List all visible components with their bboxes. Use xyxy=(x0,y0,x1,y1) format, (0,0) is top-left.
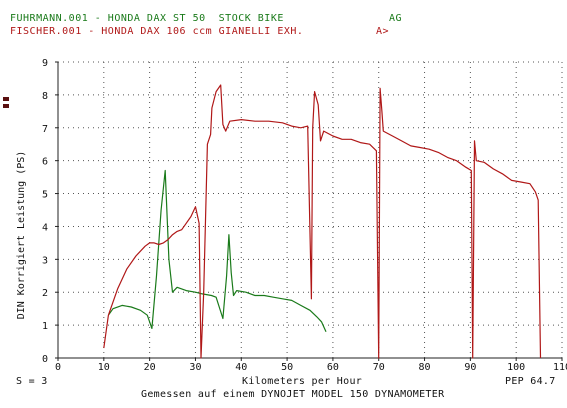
smoothing-label: S = 3 xyxy=(16,376,48,387)
header-series-1-tag: AG xyxy=(389,13,403,24)
x-tick-label: 20 xyxy=(144,362,156,373)
chart-axes xyxy=(57,62,562,359)
y-tick-label: 8 xyxy=(42,91,48,102)
x-tick-label: 50 xyxy=(281,362,293,373)
y-tick-label: 2 xyxy=(42,288,48,299)
y-tick-label: 3 xyxy=(42,255,48,266)
y-tick-label: 1 xyxy=(42,321,48,332)
x-tick-label: 40 xyxy=(235,362,247,373)
caption: Gemessen auf einem DYNOJET MODEL 150 DYN… xyxy=(141,389,445,400)
x-tick-label: 70 xyxy=(373,362,385,373)
x-tick-label: 100 xyxy=(507,362,525,373)
x-tick-label: 90 xyxy=(464,362,476,373)
y-tick-label: 5 xyxy=(42,190,48,201)
header-series-2-label: FISCHER.001 - HONDA DAX 106 ccm GIANELLI… xyxy=(10,26,304,37)
x-tick-labels: 0 10 20 30 40 50 60 70 80 90 100 110 xyxy=(55,358,567,373)
x-tick-label: 10 xyxy=(98,362,110,373)
pep-label: PEP 64.7 xyxy=(505,376,556,387)
legend-marker-icon xyxy=(3,104,9,108)
series-line-2 xyxy=(103,84,542,359)
legend-marker-icon xyxy=(3,97,9,101)
series-lines xyxy=(103,84,542,359)
x-tick-label: 110 xyxy=(553,362,567,373)
x-tick-label: 30 xyxy=(189,362,201,373)
y-tick-label: 9 xyxy=(42,58,48,69)
x-tick-label: 60 xyxy=(327,362,339,373)
x-axis-label: Kilometers per Hour xyxy=(242,376,363,387)
y-tick-label: 4 xyxy=(42,222,48,233)
y-axis-label: DIN Korrigiert Leistung (PS) xyxy=(16,151,27,320)
y-tick-labels: 0 1 2 3 4 5 6 7 8 9 xyxy=(42,58,58,365)
header-series-2-tag: A> xyxy=(376,26,390,37)
header-series-1-label: FUHRMANN.001 - HONDA DAX ST 50 STOCK BIK… xyxy=(10,13,284,24)
x-tick-label: 0 xyxy=(55,362,61,373)
series-line-1 xyxy=(107,169,327,332)
y-tick-label: 6 xyxy=(42,157,48,168)
x-tick-label: 80 xyxy=(419,362,431,373)
y-tick-label: 0 xyxy=(42,354,48,365)
y-tick-label: 7 xyxy=(42,124,48,135)
